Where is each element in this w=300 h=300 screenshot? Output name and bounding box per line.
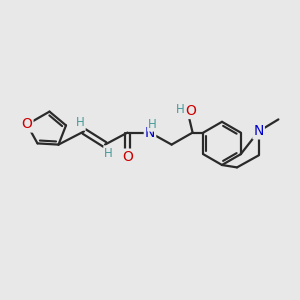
Text: H: H bbox=[148, 118, 157, 131]
Text: H: H bbox=[104, 146, 113, 160]
Text: H: H bbox=[76, 116, 85, 130]
Text: O: O bbox=[22, 118, 32, 131]
Text: N: N bbox=[254, 124, 264, 138]
Text: O: O bbox=[122, 150, 133, 164]
Text: N: N bbox=[145, 126, 155, 140]
Text: H: H bbox=[176, 103, 184, 116]
Text: O: O bbox=[186, 104, 196, 118]
